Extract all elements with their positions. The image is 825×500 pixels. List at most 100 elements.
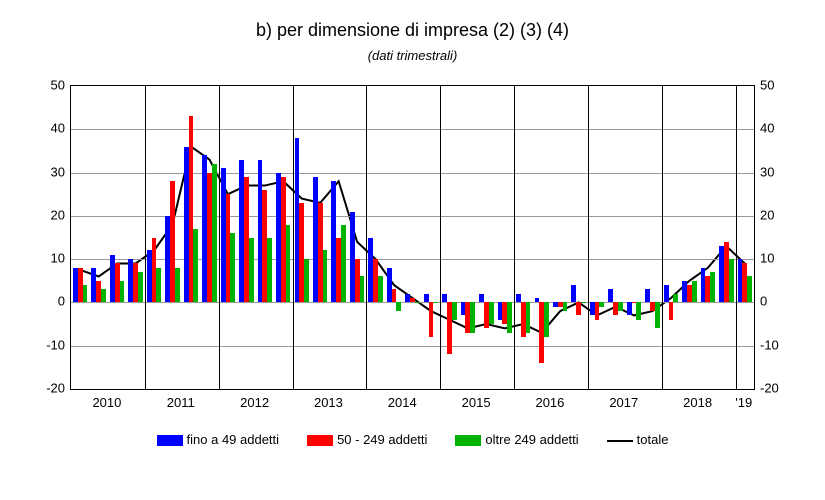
bar-s3 [433,302,438,303]
year-divider [662,86,663,389]
bar-s3 [396,302,401,311]
bar-s2 [429,302,434,337]
x-tick-label: 2014 [388,395,417,410]
gridline [71,173,754,174]
bar-s3 [212,164,217,303]
bar-s3 [304,259,309,302]
legend-label: 50 - 249 addetti [337,432,427,447]
bar-s3 [618,302,623,311]
bar-s3 [193,229,198,303]
x-tick-label: 2010 [92,395,121,410]
bar-s3 [673,294,678,303]
y-tick-left: 10 [15,251,65,266]
y-tick-left: -20 [15,381,65,396]
bar-s1 [424,294,429,303]
y-tick-left: 50 [15,78,65,93]
x-tick-label: 2017 [609,395,638,410]
year-divider [145,86,146,389]
bar-s3 [710,272,715,302]
y-tick-left: 30 [15,164,65,179]
bar-s1 [571,285,576,302]
legend-label: totale [637,432,669,447]
bar-s3 [692,281,697,303]
chart-legend: fino a 49 addetti 50 - 249 addetti oltre 2… [0,432,825,447]
gridline [71,129,754,130]
bar-s3 [636,302,641,319]
y-tick-right: 40 [760,121,810,136]
year-divider [219,86,220,389]
chart-subtitle: (dati trimestrali) [0,48,825,63]
y-tick-right: 0 [760,294,810,309]
legend-label: oltre 249 addetti [485,432,578,447]
bar-s1 [608,289,613,302]
year-divider [440,86,441,389]
x-tick-label: 2013 [314,395,343,410]
bar-s3 [267,238,272,303]
bar-s2 [669,302,674,319]
legend-label: fino a 49 addetti [187,432,280,447]
year-divider [736,86,737,389]
bar-s1 [645,289,650,302]
bar-s3 [489,302,494,324]
bar-s3 [138,272,143,302]
y-tick-right: 10 [760,251,810,266]
y-tick-right: 30 [760,164,810,179]
x-tick-label: 2016 [535,395,564,410]
bar-s3 [452,302,457,319]
y-tick-left: -10 [15,337,65,352]
bar-s3 [526,302,531,332]
bar-s3 [101,289,106,302]
gridline [71,346,754,347]
bar-s3 [599,302,604,306]
x-tick-label: 2012 [240,395,269,410]
bar-s3 [563,302,568,311]
year-divider [366,86,367,389]
bar-s3 [360,276,365,302]
y-tick-left: 40 [15,121,65,136]
bar-s3 [156,268,161,303]
bar-s1 [442,294,447,303]
bar-s3 [470,302,475,332]
legend-item: 50 - 249 addetti [307,432,427,447]
y-tick-left: 20 [15,207,65,222]
legend-item: fino a 49 addetti [157,432,280,447]
chart-plot-area [70,85,755,390]
legend-swatch [157,435,183,446]
y-tick-right: -20 [760,381,810,396]
bar-s3 [655,302,660,328]
bar-s1 [479,294,484,303]
legend-swatch [455,435,481,446]
y-tick-right: 20 [760,207,810,222]
y-tick-left: 0 [15,294,65,309]
y-tick-right: -10 [760,337,810,352]
x-tick-label: 2011 [167,395,195,410]
bar-s2 [576,302,581,315]
bar-s2 [392,289,397,302]
bar-s1 [516,294,521,303]
bar-s3 [341,225,346,303]
bar-s3 [249,238,254,303]
bar-s3 [230,233,235,302]
bar-s3 [507,302,512,332]
bar-s1 [627,302,632,315]
bar-s1 [664,285,669,302]
legend-swatch [307,435,333,446]
bar-s3 [83,285,88,302]
bar-s3 [175,268,180,303]
x-tick-label: 2015 [462,395,491,410]
year-divider [293,86,294,389]
bar-s3 [323,250,328,302]
bar-s3 [581,302,586,303]
year-divider [514,86,515,389]
bar-s3 [544,302,549,337]
legend-item: totale [607,432,669,447]
bar-s3 [729,259,734,302]
chart-title: b) per dimensione di impresa (2) (3) (4) [0,20,825,41]
x-tick-label: '19 [735,395,752,410]
x-tick-label: 2018 [683,395,712,410]
bar-s3 [120,281,125,303]
bar-s3 [378,276,383,302]
year-divider [588,86,589,389]
legend-item: oltre 249 addetti [455,432,578,447]
y-tick-right: 50 [760,78,810,93]
